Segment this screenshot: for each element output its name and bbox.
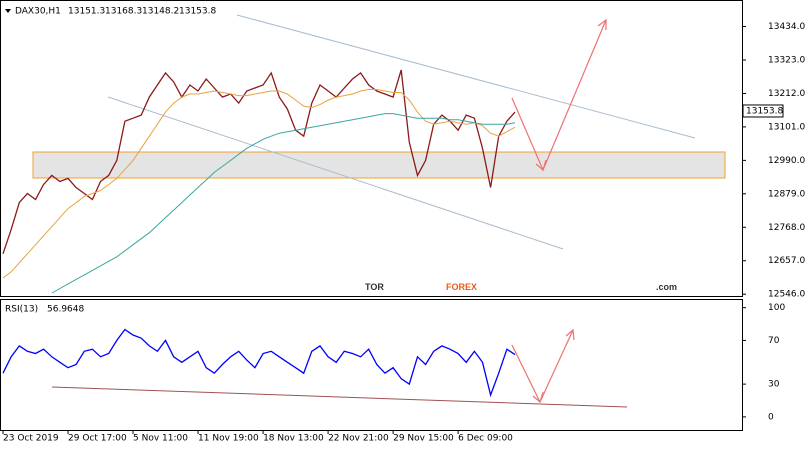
ohlc: 13148.2 — [142, 7, 179, 17]
y-tick-label: 100 — [768, 303, 785, 313]
ohlc: 13153.8 — [179, 7, 216, 17]
y-tick-label: 12657.0 — [768, 256, 805, 266]
channel-line — [236, 14, 696, 139]
watermark: .com — [656, 282, 677, 292]
series-line — [2, 89, 516, 279]
watermark: FOREX — [446, 282, 477, 292]
y-tick-label: 12990.0 — [768, 156, 805, 166]
y-tick-label: 70 — [768, 336, 780, 346]
x-tick-label: 29 Nov 15:00 — [393, 434, 454, 444]
y-tick-label: 12879.0 — [768, 189, 805, 199]
channel-line — [107, 96, 564, 250]
series-line — [2, 328, 516, 398]
y-tick-label: 12768.0 — [768, 223, 805, 233]
series-line — [51, 113, 516, 294]
x-tick-label: 6 Dec 09:00 — [458, 434, 513, 444]
y-tick-label: 12546.0 — [768, 290, 805, 300]
x-tick-label: 11 Nov 19:00 — [198, 434, 259, 444]
series-line — [2, 69, 516, 255]
y-tick-label: 13434.0 — [768, 22, 805, 32]
y-tick-label: 0 — [768, 412, 774, 422]
ohlc: 13151.3 — [68, 7, 105, 17]
symbol: DAX30,H1 — [15, 7, 61, 17]
price-pane — [0, 0, 743, 297]
y-tick-label: 13323.0 — [768, 55, 805, 65]
price-tag — [742, 104, 784, 118]
x-tick-label: 18 Nov 13:00 — [263, 434, 324, 444]
ohlc: 13168.3 — [105, 7, 142, 17]
y-tick-label: 30 — [768, 380, 780, 390]
forecast-arrows — [511, 18, 607, 404]
rsi-pane — [0, 299, 743, 431]
x-tick-label: 22 Nov 21:00 — [328, 434, 389, 444]
x-tick-label: 29 Oct 17:00 — [68, 434, 127, 444]
price-tag-label: 13153.8 — [746, 106, 783, 116]
rsi-title: RSI(13) — [5, 305, 38, 315]
x-tick-label: 5 Nov 11:00 — [133, 434, 188, 444]
support-zone — [32, 151, 726, 179]
y-tick-label: 13212.0 — [768, 89, 805, 99]
trend-line — [51, 386, 628, 408]
rsi-value: 56.9648 — [47, 305, 84, 315]
y-tick-label: 13101.0 — [768, 122, 805, 132]
price-header: DAX30,H1 13151.3 13168.3 13148.2 13153.8… — [5, 7, 216, 315]
watermark: TOR — [365, 282, 384, 292]
x-tick-label: 23 Oct 2019 — [3, 434, 59, 444]
